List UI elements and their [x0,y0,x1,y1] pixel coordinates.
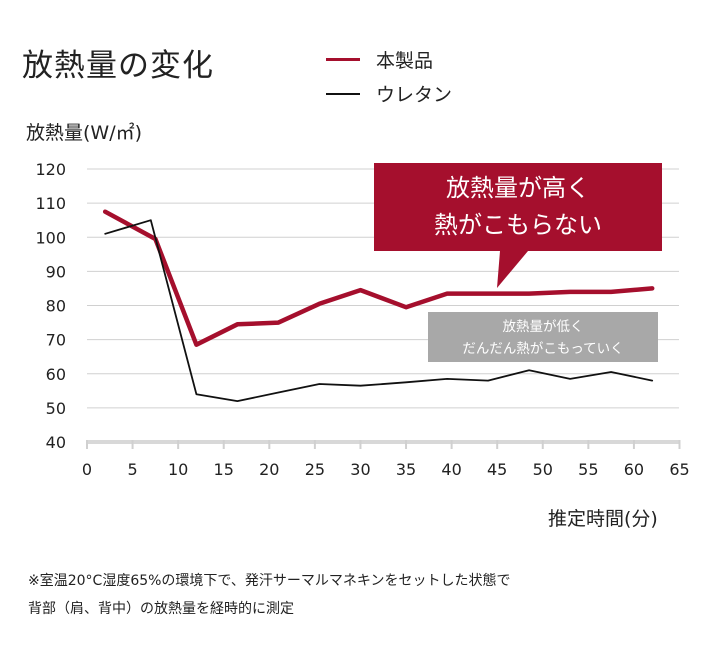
callout-product-line2: 熱がこもらない [434,211,602,239]
chart-title: 放熱量の変化 [22,48,214,84]
y-tick-label-70: 70 [46,331,66,350]
footnote-line2: 背部（肩、背中）の放熱量を経時的に測定 [28,601,294,617]
legend-label-urethane: ウレタン [376,84,453,106]
x-tick-label-30: 30 [350,460,370,479]
x-tick-label-40: 40 [441,460,461,479]
series-line-product [102,209,655,347]
callout-urethane-line1: 放熱量が低く [503,319,584,335]
callout-urethane: 放熱量が低く だんだん熱がこもっていく [428,312,658,362]
series-lines [102,209,655,403]
x-tick-label-20: 20 [259,460,279,479]
callout-product: 放熱量が高く 熱がこもらない [374,163,662,288]
x-tick-label-15: 15 [214,460,234,479]
y-tick-label-110: 110 [35,194,66,213]
callout-product-box [374,163,662,251]
x-tick-label-55: 55 [578,460,598,479]
y-tick-label-80: 80 [46,297,66,316]
legend-item-urethane: ウレタン [326,80,452,107]
x-tick-label-35: 35 [396,460,416,479]
legend-swatch-product [326,58,360,61]
x-axis [86,440,681,449]
x-tick-label-50: 50 [533,460,553,479]
callout-urethane-box [428,312,658,362]
y-tick-labels: 40 50 60 70 80 90 100 110 120 [35,160,66,452]
y-tick-label-120: 120 [35,160,66,179]
legend-label-product: 本製品 [376,50,434,72]
callout-product-line1: 放熱量が高く [446,174,590,202]
footnote-line1: ※室温20°C湿度65%の環境下で、発汗サーマルマネキンをセットした状態で [28,573,511,589]
x-tick-label-45: 45 [487,460,507,479]
x-tick-label-10: 10 [168,460,188,479]
x-tick-label-5: 5 [127,460,137,479]
y-tick-label-50: 50 [46,399,66,418]
legend-swatch-urethane [326,92,360,95]
y-tick-label-90: 90 [46,262,66,281]
series-line-urethane [104,219,654,403]
y-tick-label-100: 100 [35,228,66,247]
y-tick-label-40: 40 [46,433,66,452]
callout-product-pointer [497,251,528,288]
x-tick-label-60: 60 [624,460,644,479]
x-tick-label-65: 65 [669,460,689,479]
x-tick-label-0: 0 [82,460,92,479]
y-tick-label-60: 60 [46,365,66,384]
callout-urethane-line2: だんだん熱がこもっていく [462,341,623,357]
x-tick-labels: 0 5 10 15 20 25 30 35 40 45 50 55 60 65 [82,460,690,479]
x-axis-label: 推定時間(分) [548,508,658,530]
y-axis-label: 放熱量(W/㎡) [26,122,143,144]
x-tick-label-25: 25 [305,460,325,479]
legend-item-product: 本製品 [326,46,433,73]
